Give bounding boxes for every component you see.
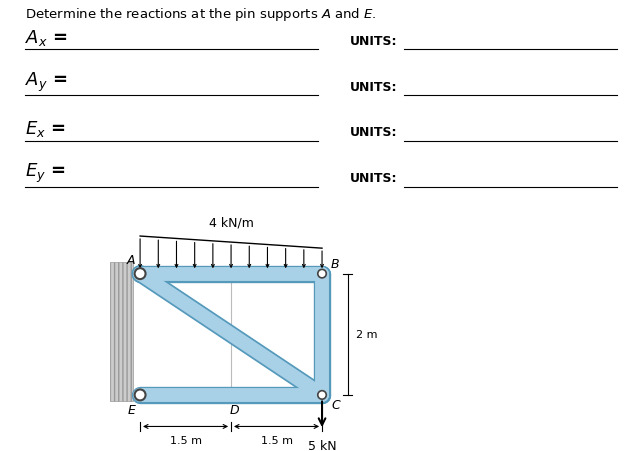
Text: $E_y$ =: $E_y$ =: [25, 161, 66, 184]
Text: 5 kN: 5 kN: [308, 439, 336, 451]
Text: UNITS:: UNITS:: [350, 80, 398, 93]
Text: UNITS:: UNITS:: [350, 126, 398, 139]
Text: UNITS:: UNITS:: [350, 35, 398, 48]
Text: $A_x$ =: $A_x$ =: [25, 28, 68, 48]
Text: B: B: [331, 258, 340, 271]
Circle shape: [318, 391, 326, 399]
Circle shape: [318, 270, 326, 278]
Text: 4 kN/m: 4 kN/m: [209, 216, 254, 229]
Text: D: D: [230, 404, 239, 416]
Circle shape: [135, 390, 146, 400]
Text: A: A: [127, 253, 135, 266]
Text: Determine the reactions at the pin supports $A$ and $E$.: Determine the reactions at the pin suppo…: [25, 6, 377, 23]
Text: $E_x$ =: $E_x$ =: [25, 119, 66, 139]
Text: 1.5 m: 1.5 m: [261, 435, 293, 445]
Text: 2 m: 2 m: [356, 330, 378, 340]
Text: 1.5 m: 1.5 m: [170, 435, 202, 445]
Text: $A_y$ =: $A_y$ =: [25, 70, 68, 93]
Text: C: C: [331, 398, 340, 411]
Bar: [110, 262, 133, 401]
Text: E: E: [127, 404, 135, 416]
Circle shape: [135, 269, 146, 280]
Text: UNITS:: UNITS:: [350, 172, 398, 184]
